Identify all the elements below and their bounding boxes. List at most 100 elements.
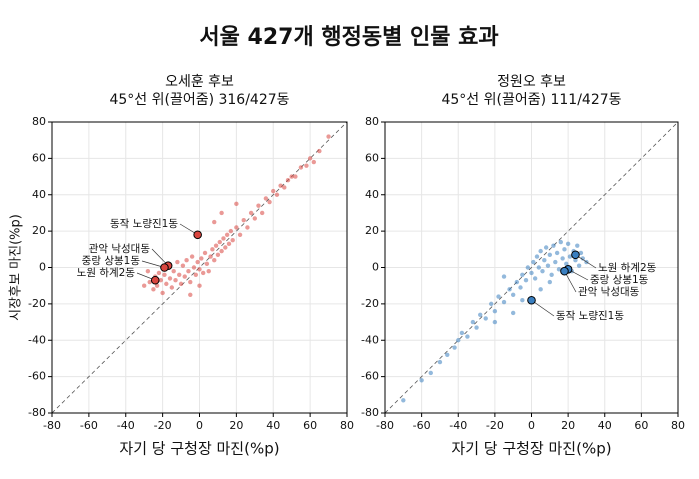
scatter-point xyxy=(219,210,224,216)
scatter-point xyxy=(573,258,578,263)
scatter-point xyxy=(567,254,573,259)
highlight-point xyxy=(527,295,536,305)
annotation-label: 중랑 상봉1동 xyxy=(590,274,649,286)
highlight-point xyxy=(560,266,569,276)
scatter-point xyxy=(195,259,200,265)
scatter-point xyxy=(459,330,465,336)
y-tick-label: -40 xyxy=(28,333,46,346)
highlight-point xyxy=(571,250,580,260)
x-tick-label: -20 xyxy=(154,419,172,432)
scatter-point xyxy=(164,281,169,287)
scatter-point xyxy=(191,265,197,270)
scatter-point xyxy=(219,248,224,254)
scatter-point xyxy=(547,252,553,257)
scatter-point xyxy=(547,279,553,285)
scatter-point xyxy=(520,298,525,303)
subplot-title: 오세훈 후보 xyxy=(165,74,234,90)
scatter-point xyxy=(213,243,219,248)
x-tick-label: 40 xyxy=(598,419,612,432)
scatter-point xyxy=(285,178,291,183)
y-tick-label: -60 xyxy=(361,370,379,383)
scatter-point xyxy=(259,210,265,216)
annotation-label: 동작 노량진1동 xyxy=(556,310,624,322)
scatter-point xyxy=(496,294,501,299)
x-tick-label: -40 xyxy=(117,419,135,432)
scatter-point xyxy=(501,274,507,279)
scatter-point xyxy=(474,325,479,330)
scatter-point xyxy=(197,267,202,272)
scatter-point xyxy=(293,174,298,179)
scatter-point xyxy=(189,254,195,259)
scatter-point xyxy=(160,290,165,296)
scatter-point xyxy=(534,254,540,259)
y-tick-label: -60 xyxy=(28,370,46,383)
subplot-subtitle: 45°선 위(끌어줌) 316/427동 xyxy=(109,92,289,108)
annotation-label: 관악 낙성대동 xyxy=(89,243,151,255)
scatter-point xyxy=(452,345,457,350)
scatter-point xyxy=(188,279,193,285)
y-tick-label: 0 xyxy=(372,261,379,274)
scatter-point xyxy=(501,299,507,305)
annotation-label: 관악 낙성대동 xyxy=(578,286,640,298)
annotation-label: 노원 하계2동 xyxy=(77,266,136,279)
scatter-point xyxy=(556,267,562,272)
y-tick-label: 20 xyxy=(365,224,379,237)
scatter-point xyxy=(489,301,494,307)
scatter-point xyxy=(326,134,331,139)
y-tick-label: -80 xyxy=(361,406,379,419)
y-tick-label: 80 xyxy=(32,115,46,128)
scatter-point xyxy=(289,174,294,179)
scatter-point xyxy=(178,281,184,287)
scatter-point xyxy=(507,287,512,292)
scatter-point xyxy=(580,256,585,261)
y-tick-label: 60 xyxy=(365,151,379,164)
scatter-point xyxy=(545,263,551,268)
scatter-point xyxy=(492,319,498,325)
scatter-point xyxy=(147,279,152,285)
scatter-point xyxy=(564,261,569,267)
y-tick-label: -20 xyxy=(361,297,379,310)
scatter-point xyxy=(542,258,547,263)
highlight-point xyxy=(193,230,202,240)
scatter-point xyxy=(177,272,182,277)
scatter-point xyxy=(221,236,226,241)
plot-frame xyxy=(51,121,348,414)
subplot-subtitle: 45°선 위(끌어줌) 111/427동 xyxy=(441,92,621,108)
scatter-point xyxy=(483,316,488,321)
scatter-point xyxy=(173,278,178,283)
annotation-label: 중랑 상봉1동 xyxy=(82,255,141,267)
scatter-point xyxy=(252,216,258,221)
x-tick-label: 80 xyxy=(671,419,685,432)
scatter-point xyxy=(551,243,556,248)
scatter-point xyxy=(525,265,531,270)
x-axis-label: 자기 당 구청장 마진(%p) xyxy=(119,440,279,458)
scatter-point xyxy=(540,268,545,274)
highlight-point xyxy=(150,275,160,285)
scatter-point xyxy=(256,203,261,208)
x-tick-label: 40 xyxy=(266,419,280,432)
scatter-point xyxy=(304,163,309,168)
scatter-point xyxy=(234,201,239,207)
scatter-point xyxy=(456,338,461,343)
x-tick-label: 0 xyxy=(196,419,203,432)
scatter-point xyxy=(175,259,180,265)
y-tick-label: -80 xyxy=(28,406,46,419)
scatter-point xyxy=(182,274,187,279)
scatter-point xyxy=(223,245,228,250)
scatter-point xyxy=(208,254,213,259)
scatter-point xyxy=(215,252,221,257)
scatter-point xyxy=(401,398,406,403)
scatter-point xyxy=(576,263,582,268)
scatter-point xyxy=(543,245,549,250)
scatter-point xyxy=(510,310,516,316)
x-tick-label: -20 xyxy=(486,419,504,432)
scatter-point xyxy=(536,265,542,270)
diagonal-line xyxy=(51,121,348,414)
scatter-point xyxy=(478,312,483,317)
scatter-point xyxy=(562,247,567,252)
scatter-point xyxy=(206,268,211,274)
x-tick-label: -40 xyxy=(449,419,467,432)
scatter-point xyxy=(465,334,470,339)
scatter-point xyxy=(263,196,269,201)
